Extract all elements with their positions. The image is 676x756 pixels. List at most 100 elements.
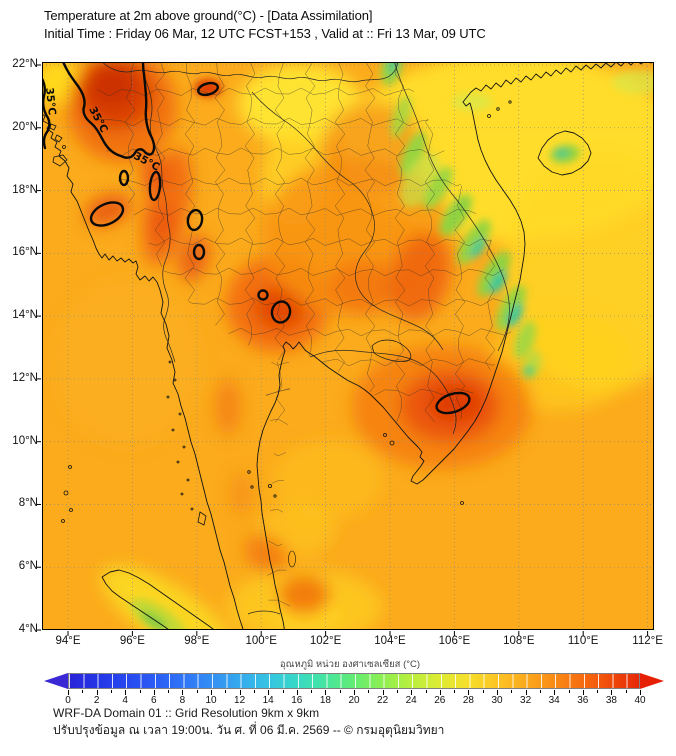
colorbar-tick — [525, 690, 527, 695]
colorbar-tick — [110, 690, 112, 693]
colorbar-tick — [339, 690, 341, 693]
lon-tick-label: 110°E — [567, 635, 599, 647]
colorbar-tick — [382, 690, 384, 695]
footer: WRF-DA Domain 01 :: Grid Resolution 9km … — [53, 705, 444, 739]
colorbar-tick — [325, 690, 327, 695]
colorbar-tick — [282, 690, 284, 693]
colorbar-tick — [640, 690, 641, 695]
colorbar-tick-number: 30 — [491, 695, 503, 706]
map-plot-area: 35°C 35°C 35°C — [37, 62, 654, 636]
lat-tick-label: 16°N — [12, 246, 38, 259]
colorbar-tick-number: 14 — [262, 695, 274, 706]
colorbar-tick-number: 12 — [234, 695, 246, 706]
lon-tick-label: 102°E — [309, 635, 342, 647]
colorbar-title: อุณหภูมิ หน่วย องศาเซลเซียส (°C) — [279, 659, 421, 670]
colorbar-tick — [396, 690, 398, 693]
lon-tick-label: 112°E — [632, 635, 663, 647]
colorbar-tick — [268, 690, 270, 695]
colorbar-tick-number: 22 — [377, 695, 389, 706]
lat-tick-label: 10°N — [12, 434, 38, 447]
colorbar-tick — [354, 690, 355, 695]
footer-update-info: ปรับปรุงข้อมูล ณ เวลา 19:00น. วัน ศ. ที่… — [53, 723, 445, 737]
colorbar-right-arrow — [640, 673, 664, 689]
contour-label-35c: 35°C — [43, 87, 58, 116]
lon-tick-label: 106°E — [438, 635, 471, 647]
islands — [49, 100, 512, 568]
colorbar-tick — [554, 690, 556, 695]
lon-tick-label: 96°E — [119, 635, 145, 647]
colorbar-tick — [253, 690, 255, 693]
colorbar-tick — [168, 690, 170, 693]
colorbar-tick — [125, 690, 127, 695]
colorbar-tick — [96, 690, 98, 695]
colorbar-tick-number: 20 — [348, 695, 360, 706]
colorbar-tick — [182, 690, 184, 695]
colorbar-tick-number: 6 — [151, 695, 157, 706]
coastlines — [42, 62, 654, 630]
colorbar-tick — [68, 690, 69, 695]
colorbar-tick — [625, 690, 627, 693]
lat-tick-label: 18°N — [12, 183, 38, 196]
colorbar-tick — [296, 690, 298, 695]
lon-tick-label: 108°E — [503, 635, 535, 647]
colorbar-tick — [454, 690, 456, 693]
lat-tick-label: 22°N — [12, 58, 38, 70]
colorbar-tick — [582, 690, 584, 695]
lon-tick-label: 104°E — [374, 635, 406, 647]
lat-tick-label: 20°N — [12, 120, 38, 133]
colorbar-tick — [211, 690, 212, 695]
colorbar-tick-number: 8 — [179, 695, 186, 706]
lon-tick-label: 98°E — [184, 635, 210, 647]
colorbar-tick — [439, 690, 441, 695]
colorbar-tick-number: 38 — [605, 695, 617, 706]
page-subtitle: Initial Time : Friday 06 Mar, 12 UTC FCS… — [44, 26, 486, 41]
map-layers: 35°C 35°C 35°C — [42, 62, 654, 630]
colorbar-tick — [482, 690, 484, 693]
colorbar-tick-number: 26 — [434, 695, 446, 706]
colorbar-cell-separators — [69, 674, 639, 688]
header: Temperature at 2m above ground(°C) - [Da… — [44, 7, 486, 43]
colorbar-tick — [597, 690, 599, 693]
page-title: Temperature at 2m above ground(°C) - [Da… — [44, 8, 373, 23]
colorbar-tick-number: 0 — [65, 695, 71, 706]
colorbar-tick-number: 34 — [548, 695, 560, 706]
colorbar-tick — [196, 690, 198, 693]
colorbar-tick — [411, 690, 413, 695]
lat-tick-label: 14°N — [12, 309, 38, 322]
colorbar-tick-number: 2 — [93, 695, 100, 706]
lat-tick-label: 8°N — [18, 497, 38, 510]
colorbar-tick — [239, 690, 241, 695]
lat-tick-label: 4°N — [18, 623, 38, 636]
lat-tick-label: 6°N — [18, 560, 38, 573]
colorbar-left-arrow — [44, 673, 68, 689]
axis-ticks — [37, 64, 649, 636]
lat-tick-label: 12°N — [12, 371, 38, 384]
lon-tick-label: 100°E — [245, 635, 277, 647]
gridlines — [42, 62, 654, 630]
colorbar-tick — [311, 690, 313, 693]
colorbar-tick-number: 28 — [462, 695, 474, 706]
colorbar-tick — [153, 690, 155, 695]
colorbar-tick — [468, 690, 470, 695]
colorbar-tick — [82, 690, 84, 693]
lon-tick-label: 94°E — [55, 635, 81, 647]
temperature-map: 35°C 35°C 35°C — [37, 62, 654, 636]
contour-35c-lines — [42, 62, 471, 415]
colorbar-tick — [511, 690, 513, 693]
colorbar-tick — [139, 690, 141, 693]
colorbar-tick-number: 4 — [122, 695, 128, 706]
colorbar-tick — [497, 690, 498, 695]
colorbar-tick — [368, 690, 370, 693]
colorbar-tick-number: 24 — [405, 695, 417, 706]
colorbar-tick-number: 10 — [205, 695, 217, 706]
colorbar-tick-number: 40 — [634, 695, 646, 706]
colorbar-tick — [568, 690, 570, 693]
colorbar-tick-number: 18 — [319, 695, 331, 706]
colorbar-tick — [611, 690, 613, 695]
colorbar-tick — [425, 690, 427, 693]
colorbar-tick — [539, 690, 541, 693]
map-border — [42, 62, 654, 630]
colorbar-tick-number: 32 — [520, 695, 532, 706]
colorbar-tick — [225, 690, 227, 693]
